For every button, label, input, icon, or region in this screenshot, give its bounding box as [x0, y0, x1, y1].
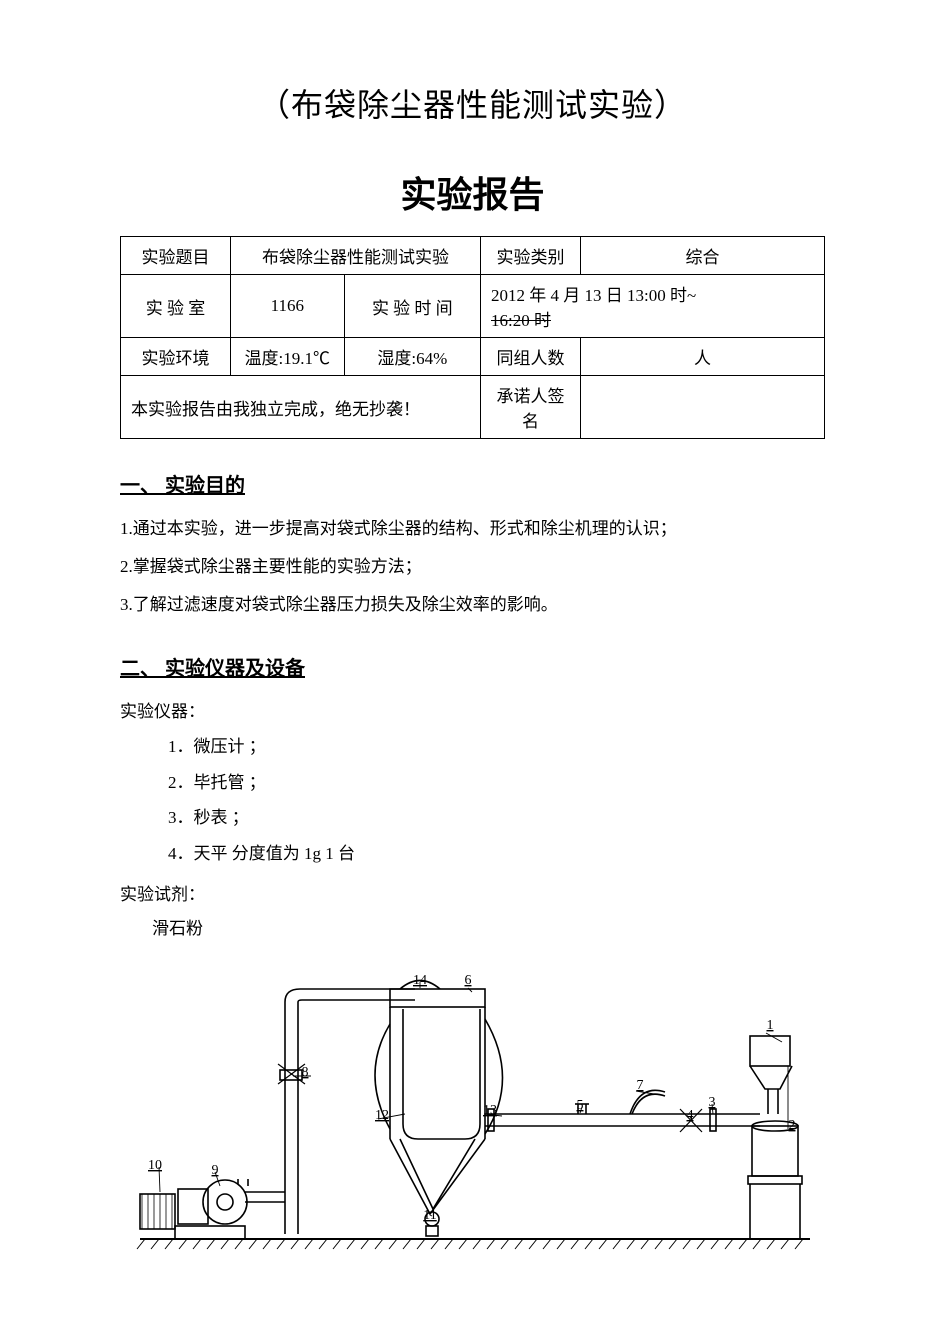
section1-heading: 一、 实验目的: [120, 469, 825, 498]
cell-value: 综合: [581, 237, 825, 275]
signature-cell: [581, 376, 825, 439]
table-row: 本实验报告由我独立完成，绝无抄袭！ 承诺人签名: [121, 376, 825, 439]
svg-text:9: 9: [212, 1163, 219, 1178]
svg-text:11: 11: [423, 1208, 436, 1223]
svg-text:4: 4: [687, 1108, 694, 1123]
instrument-item: 1．微压计 ；: [120, 729, 825, 765]
svg-text:6: 6: [465, 973, 472, 988]
cell-label: 实 验 室: [121, 275, 231, 338]
section1-item: 3.了解过滤速度对袋式除尘器压力损失及除尘效率的影响。: [120, 588, 825, 622]
reagent-item: 滑石粉: [120, 912, 825, 946]
datetime-line1: 2012 年 4 月 13 日 13:00 时~: [491, 286, 696, 305]
cell-label: 承诺人签名: [481, 376, 581, 439]
cell-label: 实验类别: [481, 237, 581, 275]
svg-text:12: 12: [375, 1108, 389, 1123]
declaration-cell: 本实验报告由我独立完成，绝无抄袭！: [121, 376, 481, 439]
svg-text:13: 13: [483, 1103, 497, 1118]
apparatus-diagram: 1234567891011121314: [120, 964, 825, 1269]
cell-value: 2012 年 4 月 13 日 13:00 时~ 16:20 时: [481, 275, 825, 338]
cell-label: 实验环境: [121, 338, 231, 376]
svg-text:2: 2: [789, 1118, 796, 1133]
cell-value: 1166: [231, 275, 345, 338]
svg-text:7: 7: [637, 1078, 644, 1093]
cell-value: 布袋除尘器性能测试实验: [231, 237, 481, 275]
svg-text:1: 1: [767, 1018, 774, 1033]
section1-item: 1.通过本实验，进一步提高对袋式除尘器的结构、形式和除尘机理的认识；: [120, 512, 825, 546]
cell-value: 人: [581, 338, 825, 376]
svg-text:14: 14: [413, 973, 427, 988]
cell-label: 同组人数: [481, 338, 581, 376]
instruments-label: 实验仪器：: [120, 695, 825, 729]
svg-text:8: 8: [302, 1065, 309, 1080]
cell-value: 湿度:64%: [344, 338, 480, 376]
title-parenthetical: （布袋除尘器性能测试实验）: [120, 80, 825, 126]
section1-item: 2.掌握袋式除尘器主要性能的实验方法；: [120, 550, 825, 584]
instrument-item: 3．秒表 ；: [120, 800, 825, 836]
cell-value: 温度:19.1℃: [231, 338, 345, 376]
table-row: 实 验 室 1166 实 验 时 间 2012 年 4 月 13 日 13:00…: [121, 275, 825, 338]
svg-text:3: 3: [709, 1095, 716, 1110]
svg-text:5: 5: [577, 1098, 584, 1113]
instrument-item: 4．天平 分度值为 1g 1 台: [120, 836, 825, 872]
svg-text:10: 10: [148, 1158, 162, 1173]
cell-label: 实验题目: [121, 237, 231, 275]
experiment-info-table: 实验题目 布袋除尘器性能测试实验 实验类别 综合 实 验 室 1166 实 验 …: [120, 236, 825, 439]
schematic-svg: 1234567891011121314: [120, 964, 820, 1264]
table-row: 实验环境 温度:19.1℃ 湿度:64% 同组人数 人: [121, 338, 825, 376]
instrument-item: 2．毕托管 ；: [120, 765, 825, 801]
section2-heading: 二、 实验仪器及设备: [120, 652, 825, 681]
cell-label: 实 验 时 间: [344, 275, 480, 338]
datetime-line2: 16:20 时: [491, 311, 551, 330]
table-row: 实验题目 布袋除尘器性能测试实验 实验类别 综合: [121, 237, 825, 275]
reagents-label: 实验试剂：: [120, 878, 825, 912]
title-main: 实验报告: [120, 166, 825, 218]
